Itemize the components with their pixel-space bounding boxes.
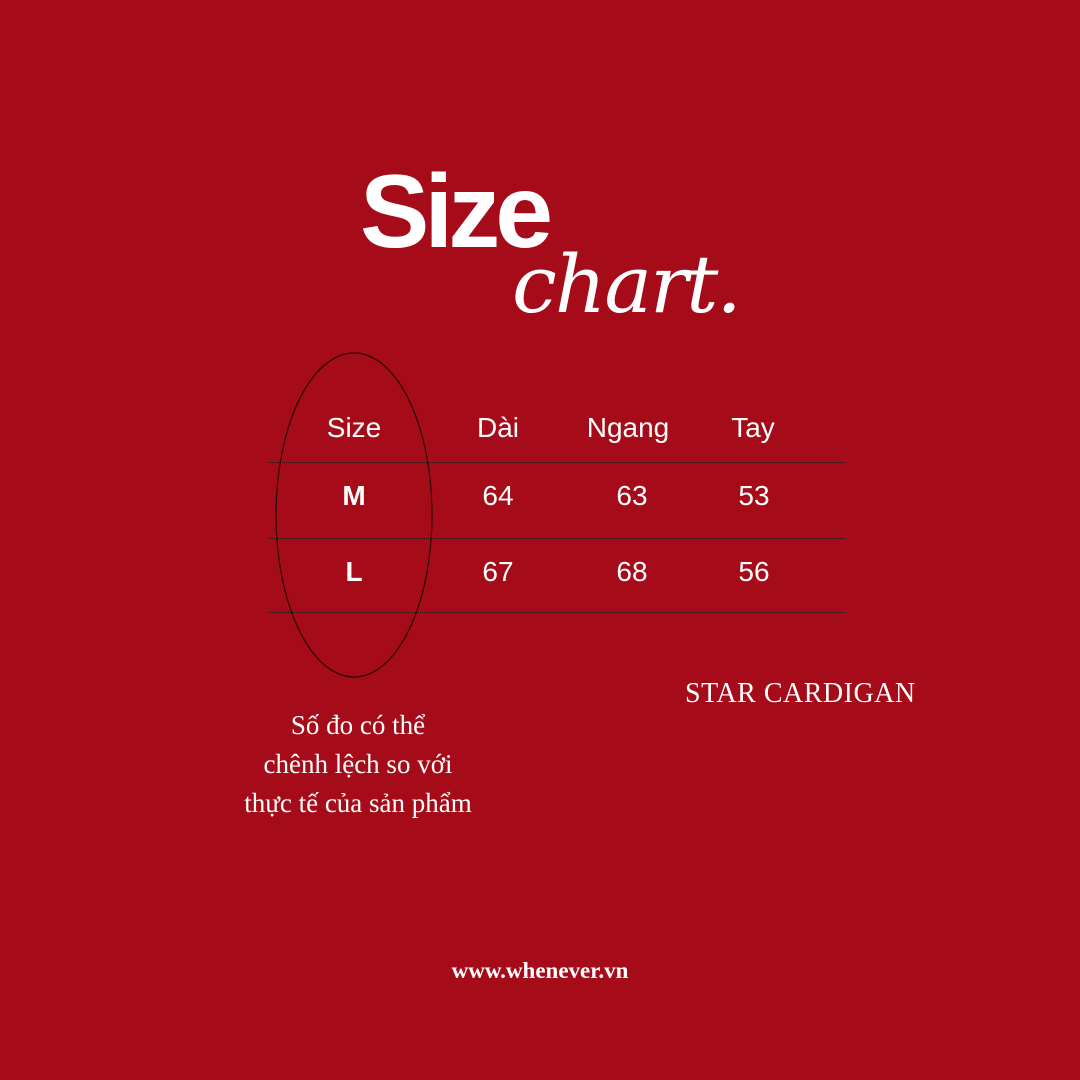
note-line: thực tế của sản phẩm (244, 788, 472, 818)
row-l-width: 68 (616, 556, 648, 587)
row-l-length: 67 (482, 556, 514, 587)
header-size: Size (326, 412, 382, 443)
title-size: Size (360, 154, 553, 270)
header-width: Ngang (586, 412, 670, 443)
note-line: Số đo có thể (290, 710, 426, 740)
row-m-width: 63 (616, 480, 648, 511)
header-length: Dài (476, 412, 519, 443)
measurement-note: Số đo có thể chênh lệch so với thực tế c… (208, 706, 508, 823)
divider (268, 612, 845, 613)
row-l-sleeve: 56 (738, 556, 770, 587)
divider (268, 538, 845, 539)
product-name: STAR CARDIGAN (685, 678, 916, 709)
note-line: chênh lệch so với (263, 749, 453, 779)
row-m-sleeve: 53 (738, 480, 770, 511)
header-sleeve: Tay (731, 412, 775, 443)
divider (268, 462, 845, 463)
title-chart: chart. (512, 238, 742, 331)
row-m-size: M (342, 480, 366, 511)
row-l-size: L (345, 556, 363, 587)
website-link[interactable]: www.whenever.vn (451, 958, 629, 983)
row-m-length: 64 (482, 480, 514, 511)
